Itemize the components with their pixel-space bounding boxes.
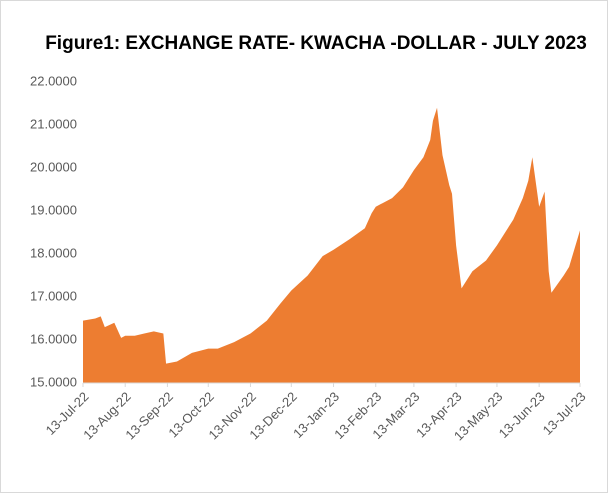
- chart-title: Figure1: EXCHANGE RATE- KWACHA -DOLLAR -…: [45, 33, 587, 54]
- y-tick-label: 21.0000: [30, 116, 77, 131]
- y-tick-label: 16.0000: [30, 331, 77, 346]
- y-tick-label: 17.0000: [30, 288, 77, 303]
- area: [83, 107, 580, 384]
- y-tick-label: 18.0000: [30, 245, 77, 260]
- y-tick-label: 20.0000: [30, 159, 77, 174]
- y-tick-label: 19.0000: [30, 202, 77, 217]
- y-tick-label: 22.0000: [30, 73, 77, 88]
- y-tick-label: 15.0000: [30, 374, 77, 389]
